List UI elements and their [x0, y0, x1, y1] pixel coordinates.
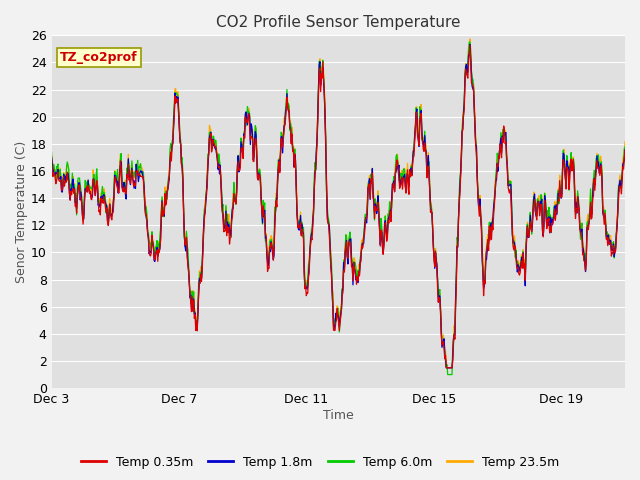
Title: CO2 Profile Sensor Temperature: CO2 Profile Sensor Temperature	[216, 15, 461, 30]
Y-axis label: Senor Temperature (C): Senor Temperature (C)	[15, 141, 28, 283]
Legend: Temp 0.35m, Temp 1.8m, Temp 6.0m, Temp 23.5m: Temp 0.35m, Temp 1.8m, Temp 6.0m, Temp 2…	[76, 451, 564, 474]
X-axis label: Time: Time	[323, 409, 354, 422]
Text: TZ_co2prof: TZ_co2prof	[60, 51, 138, 64]
